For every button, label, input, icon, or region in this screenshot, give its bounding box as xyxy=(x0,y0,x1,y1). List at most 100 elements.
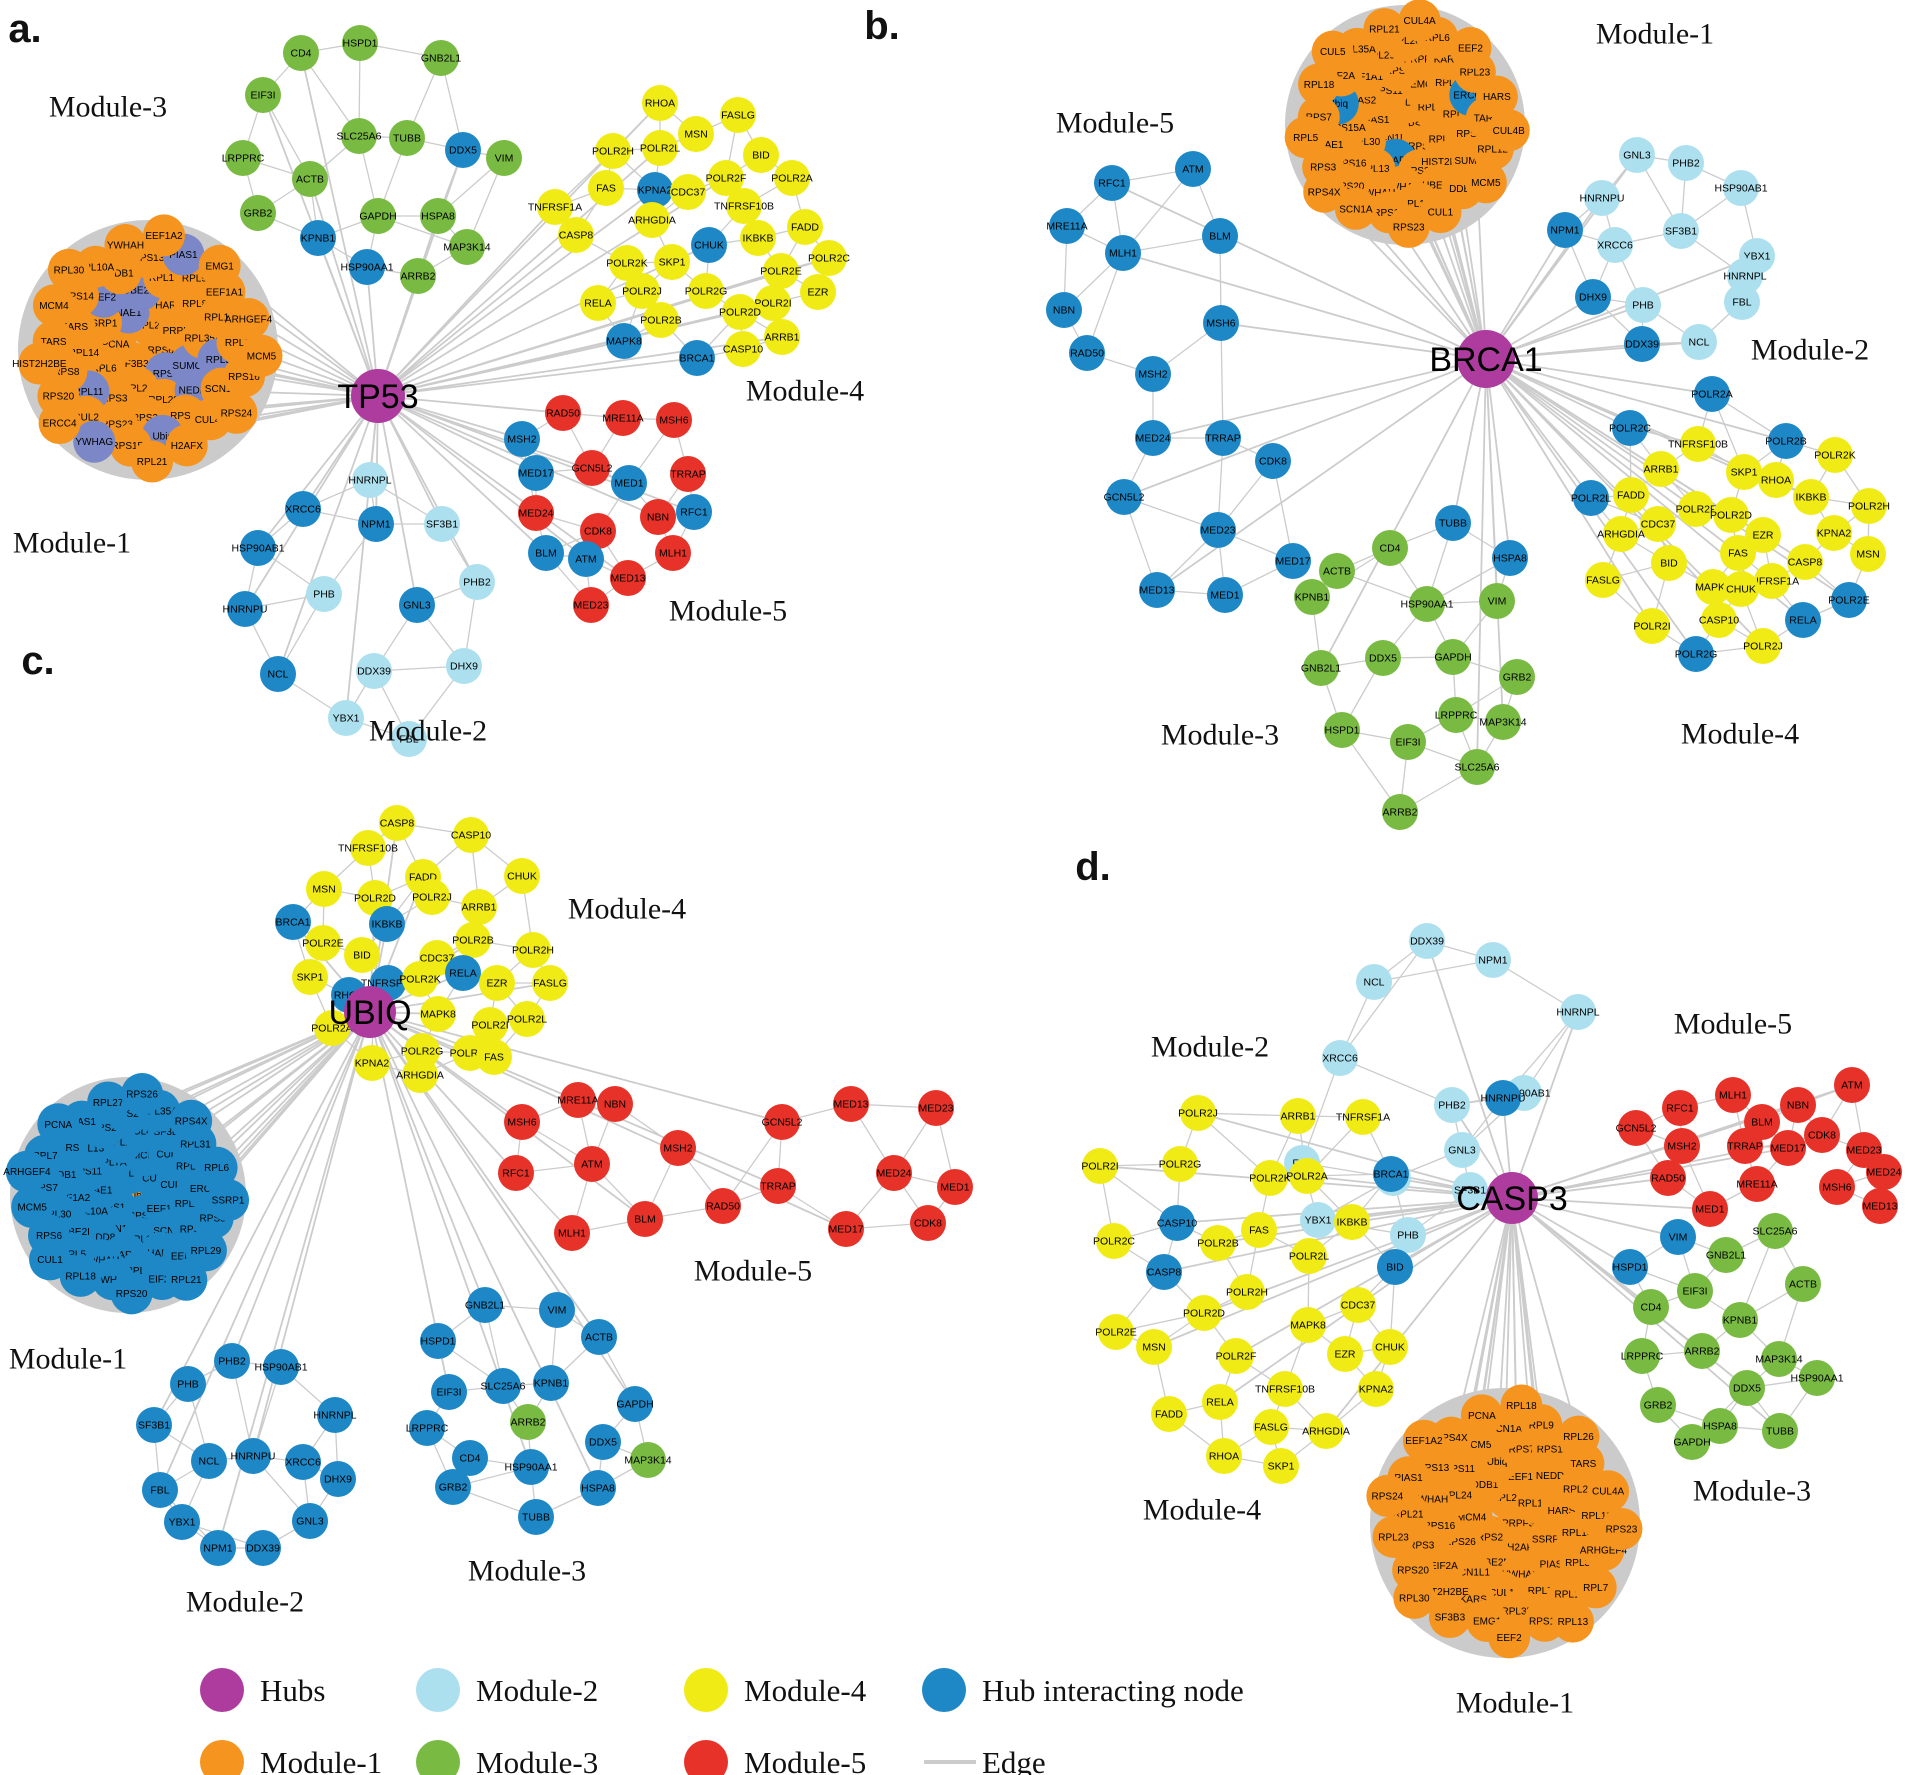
node-label-EIF3I: EIF3I xyxy=(250,90,275,102)
node-label-EEF1A1: EEF1A1 xyxy=(1508,1472,1546,1483)
node-label-DDB1: DDB1 xyxy=(107,269,134,280)
node-RFC1 xyxy=(1662,1090,1698,1126)
node-label-MSH2: MSH2 xyxy=(507,434,536,446)
edge xyxy=(317,237,379,397)
node-SLC25A6 xyxy=(485,1368,521,1404)
node-label-EEF1A2: EEF1A2 xyxy=(1405,1436,1443,1447)
node-label-RAD50: RAD50 xyxy=(1651,1173,1685,1185)
node-MED1 xyxy=(1207,577,1243,613)
node-VIM xyxy=(1660,1219,1696,1255)
node-RELA xyxy=(580,285,616,321)
node-label-CDK8: CDK8 xyxy=(1259,456,1287,468)
node-label-RPS16: RPS16 xyxy=(228,372,260,383)
node-label-RPS23: RPS23 xyxy=(113,1109,145,1120)
node-GNL3 xyxy=(1619,137,1655,173)
node-label-RELA: RELA xyxy=(1206,1397,1233,1409)
node-label-RPL9: RPL9 xyxy=(1529,1421,1554,1432)
node-MAPK8 xyxy=(606,323,642,359)
node-label-MSN: MSN xyxy=(1856,549,1879,561)
node-label-ARHGEF4: ARHGEF4 xyxy=(1580,1545,1628,1556)
node-label-FAS: FAS xyxy=(484,1052,504,1064)
node-POLR2K xyxy=(609,245,645,281)
node-label-MED17: MED17 xyxy=(518,468,553,480)
node-label-DHX9: DHX9 xyxy=(450,661,478,673)
node-label-MED13: MED13 xyxy=(833,1099,868,1111)
node-DDX5 xyxy=(445,132,481,168)
node-label-PIAS2: PIAS2 xyxy=(1540,1560,1569,1571)
node-DDX5 xyxy=(1365,640,1401,676)
node-label-H2AFX: H2AFX xyxy=(1380,155,1413,166)
node-MED1 xyxy=(611,465,647,501)
node-label-RPS13: RPS13 xyxy=(1373,208,1405,219)
node-DHX9 xyxy=(1575,279,1611,315)
node-label-RPL31: RPL31 xyxy=(180,1139,211,1150)
node-label-POLR2J: POLR2J xyxy=(1743,641,1783,653)
node-label-YWHAG: YWHAG xyxy=(94,1275,132,1286)
node-PHB2 xyxy=(1668,145,1704,181)
node-HSPD1 xyxy=(1612,1249,1648,1285)
node-label-RPL6: RPL6 xyxy=(204,1163,229,1174)
node-label-SSRP1: SSRP1 xyxy=(85,318,118,329)
node-label-RFC1: RFC1 xyxy=(680,507,708,519)
node-RFC1 xyxy=(1094,165,1130,201)
node-label-MCM5: MCM5 xyxy=(17,1202,47,1213)
node-label-RPL23: RPL23 xyxy=(1378,1532,1409,1543)
node-GAPDH xyxy=(1674,1424,1710,1460)
node-RPL30 xyxy=(47,248,90,291)
node-label-RPL10A: RPL10A xyxy=(1400,199,1438,210)
node-IKBKB xyxy=(369,906,405,942)
node-ARHGDIA xyxy=(1308,1413,1344,1449)
node-TNFRSF10B xyxy=(1680,426,1716,462)
node-SSRP1 xyxy=(207,1179,250,1222)
node-YBX1 xyxy=(1300,1202,1336,1238)
node-label-RPS7: RPS7 xyxy=(32,1183,59,1194)
node-label-SKP1: SKP1 xyxy=(1268,1461,1295,1473)
node-POLR2I xyxy=(1082,1148,1118,1184)
node-label-DDX5: DDX5 xyxy=(1733,1383,1761,1395)
node-HNRNPU xyxy=(1584,180,1620,216)
node-label-CD4: CD4 xyxy=(459,1453,480,1465)
node-MED17 xyxy=(1275,543,1311,579)
node-RELA xyxy=(445,955,481,991)
node-label-RPS11: RPS11 xyxy=(1444,1464,1475,1475)
node-HSP90AB1 xyxy=(263,1349,299,1385)
node-RAD50 xyxy=(1650,1160,1686,1196)
node-label-RPL13: RPL13 xyxy=(1558,1617,1589,1628)
node-POLR2C xyxy=(1612,410,1648,446)
node-label-DDX39: DDX39 xyxy=(357,666,391,678)
node-label-RPL11: RPL11 xyxy=(1555,1590,1585,1601)
node-label-GCN5L2: GCN5L2 xyxy=(572,463,613,475)
node-MSH2 xyxy=(504,421,540,457)
node-label-HSP90AA1: HSP90AA1 xyxy=(1790,1373,1843,1385)
node-EZR xyxy=(479,965,515,1001)
node-label-GRB2: GRB2 xyxy=(439,1482,468,1494)
node-label-SSRP1: SSRP1 xyxy=(1532,1534,1565,1545)
node-label-TRRAP: TRRAP xyxy=(760,1181,796,1193)
node-CHUK xyxy=(504,858,540,894)
node-label-RPL7A: RPL7A xyxy=(1528,1586,1560,1597)
node-label-MAPK8: MAPK8 xyxy=(1695,582,1731,594)
node-POLR2D xyxy=(722,294,758,330)
node-label-RPS3: RPS3 xyxy=(180,1225,207,1236)
node-IKBKB xyxy=(1334,1204,1370,1240)
edge xyxy=(1485,358,1504,723)
node-label-POLR2A: POLR2A xyxy=(311,1023,352,1035)
node-TRRAP xyxy=(1205,420,1241,456)
node-label-ARHGDIA: ARHGDIA xyxy=(1597,529,1645,541)
node-label-EZR: EZR xyxy=(487,978,508,990)
node-MED17 xyxy=(1770,1130,1806,1166)
node-RELA xyxy=(1202,1384,1238,1420)
node-BID xyxy=(743,137,779,173)
node-RAD50 xyxy=(545,395,581,431)
node-label-GRB2: GRB2 xyxy=(244,208,273,220)
node-label-CASP8: CASP8 xyxy=(380,818,415,830)
node-label-EIF3I: EIF3I xyxy=(436,1387,461,1399)
node-CDK8 xyxy=(1804,1117,1840,1153)
node-label-UBE2I: UBE2I xyxy=(61,1227,90,1238)
node-LRPPRC xyxy=(1438,697,1474,733)
node-HNRNPU xyxy=(1485,1080,1521,1116)
node-HNRNPL xyxy=(1727,258,1763,294)
node-EIF3I xyxy=(245,77,281,113)
node-label-PIAS1: PIAS1 xyxy=(169,250,198,261)
node-label-EIF3I: EIF3I xyxy=(1682,1286,1707,1298)
